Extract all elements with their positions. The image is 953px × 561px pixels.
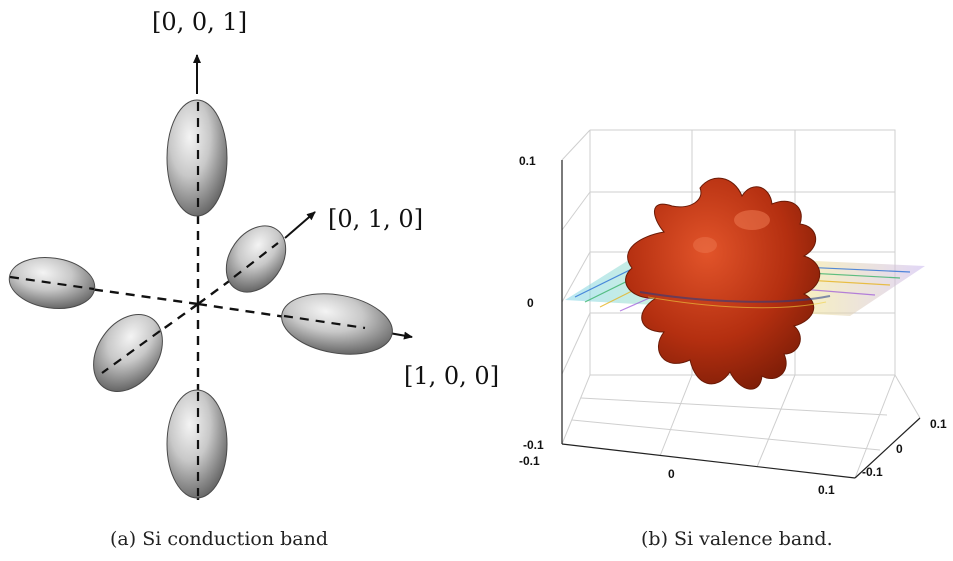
y-axis-arrow: [284, 211, 316, 239]
tick-vertical-bottom: -0.1: [523, 438, 544, 452]
panel-b-plot: 0.1 0 -0.1 -0.1 0 0.1 0.1 0 -0.1: [519, 129, 947, 497]
tick-side-bottom: -0.1: [862, 465, 883, 479]
tick-front-mid: 0: [668, 467, 675, 481]
panel-a-diagram: [0, 0, 1] [0, 1, 0] [1, 0, 0]: [8, 8, 499, 500]
x-axis-label: [1, 0, 0]: [404, 362, 499, 390]
ellipsoid-back: [225, 225, 287, 293]
y-axis-label: [0, 1, 0]: [328, 205, 423, 233]
ellipsoid-right: [281, 293, 393, 355]
side-axis: [854, 417, 921, 479]
tick-front-right: 0.1: [818, 483, 835, 497]
front-axis: [561, 443, 856, 479]
ellipsoid-top: [166, 99, 228, 217]
tick-front-left: -0.1: [519, 454, 540, 468]
caption-b: (b) Si valence band.: [641, 528, 833, 550]
caption-a: (a) Si conduction band: [110, 528, 328, 550]
tick-vertical-mid: 0: [527, 296, 534, 310]
tick-side-top: 0.1: [930, 417, 947, 431]
ellipsoid-left: [8, 257, 96, 309]
z-axis-label: [0, 0, 1]: [152, 8, 247, 36]
tick-side-mid: 0: [896, 442, 903, 456]
ellipsoid-bottom: [166, 389, 228, 499]
valence-band-surface: [625, 177, 831, 390]
tick-vertical-top: 0.1: [519, 154, 536, 168]
ellipsoid-front: [93, 314, 163, 392]
